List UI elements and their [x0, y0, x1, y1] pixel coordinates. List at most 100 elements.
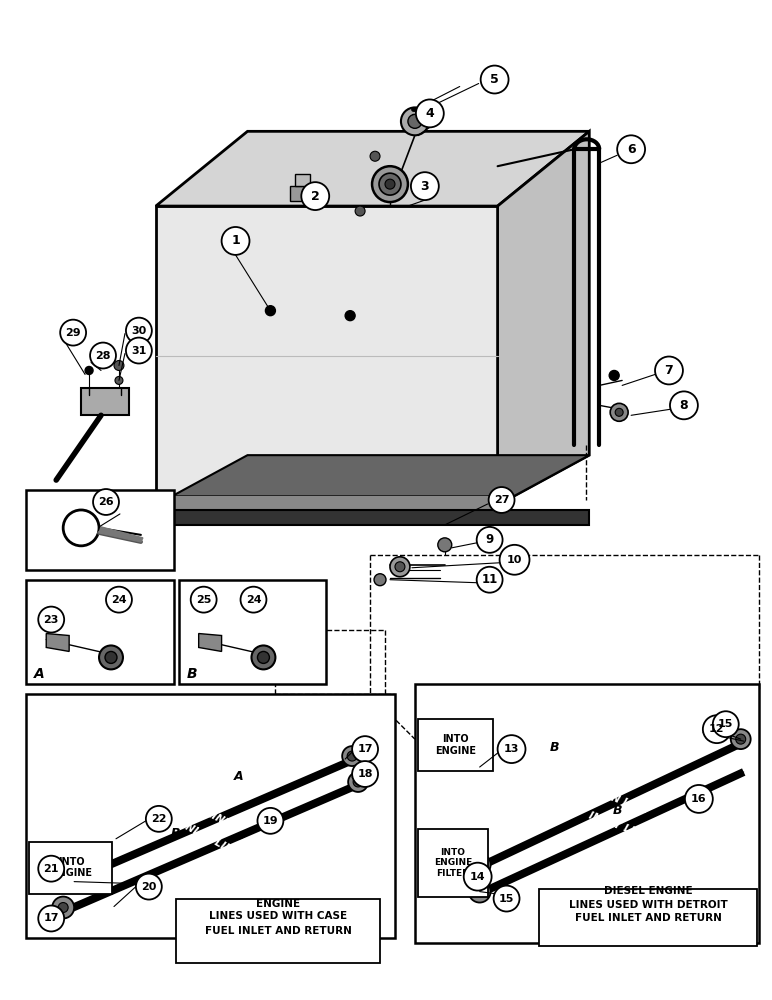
Text: LINES USED WITH CASE: LINES USED WITH CASE: [209, 911, 347, 921]
Circle shape: [379, 173, 401, 195]
Circle shape: [90, 343, 116, 368]
Text: A: A: [34, 667, 45, 681]
Circle shape: [146, 806, 172, 832]
Bar: [179, 580, 327, 684]
Circle shape: [372, 166, 408, 202]
Polygon shape: [498, 131, 589, 505]
Circle shape: [347, 751, 357, 761]
Circle shape: [475, 887, 485, 897]
Text: 17: 17: [357, 744, 373, 754]
Polygon shape: [156, 455, 589, 505]
Circle shape: [481, 66, 509, 93]
Polygon shape: [151, 510, 589, 525]
Text: DIESEL ENGINE: DIESEL ENGINE: [604, 886, 692, 896]
Text: INTO
ENGINE
FILTER: INTO ENGINE FILTER: [434, 848, 472, 878]
Circle shape: [39, 856, 64, 882]
Text: INTO
ENGINE: INTO ENGINE: [51, 857, 92, 878]
Text: LINES USED WITH DETROIT: LINES USED WITH DETROIT: [569, 900, 727, 910]
Circle shape: [670, 391, 698, 419]
Circle shape: [610, 403, 628, 421]
Text: FUEL INLET AND RETURN: FUEL INLET AND RETURN: [574, 913, 722, 923]
Circle shape: [258, 808, 283, 834]
Circle shape: [52, 897, 74, 918]
Circle shape: [736, 734, 746, 744]
Text: ENGINE: ENGINE: [256, 899, 300, 909]
Circle shape: [241, 587, 266, 613]
Circle shape: [498, 735, 526, 763]
Circle shape: [464, 863, 492, 891]
Circle shape: [126, 318, 152, 344]
Text: 26: 26: [98, 497, 113, 507]
Circle shape: [385, 179, 395, 189]
Circle shape: [438, 538, 452, 552]
Circle shape: [469, 854, 491, 876]
Circle shape: [353, 777, 363, 787]
Text: INTO
ENGINE: INTO ENGINE: [435, 734, 476, 756]
Text: 21: 21: [43, 864, 59, 874]
Text: B: B: [612, 804, 622, 817]
Text: 15: 15: [499, 894, 514, 904]
Text: 9: 9: [486, 533, 494, 546]
Circle shape: [252, 645, 276, 669]
Text: 16: 16: [691, 794, 706, 804]
Circle shape: [85, 366, 93, 374]
Circle shape: [105, 651, 117, 663]
Bar: [29, 842, 112, 894]
Bar: [418, 829, 488, 897]
Text: 5: 5: [490, 73, 499, 86]
Polygon shape: [296, 174, 310, 186]
Circle shape: [348, 772, 368, 792]
Polygon shape: [290, 186, 315, 201]
Circle shape: [401, 107, 428, 135]
Circle shape: [355, 206, 365, 216]
Circle shape: [352, 736, 378, 762]
Text: 4: 4: [425, 107, 434, 120]
Circle shape: [39, 906, 64, 931]
Circle shape: [655, 357, 683, 384]
Text: 6: 6: [627, 143, 635, 156]
Text: 31: 31: [131, 346, 147, 356]
Text: 3: 3: [421, 180, 429, 193]
Text: RETURN LINE: RETURN LINE: [159, 784, 232, 829]
Circle shape: [126, 338, 152, 363]
Text: 14: 14: [470, 872, 486, 882]
Text: 13: 13: [504, 744, 520, 754]
Circle shape: [390, 557, 410, 577]
Circle shape: [115, 376, 123, 384]
Circle shape: [258, 651, 269, 663]
Polygon shape: [156, 495, 498, 510]
Circle shape: [106, 587, 132, 613]
Polygon shape: [46, 634, 69, 651]
Circle shape: [52, 871, 74, 893]
Text: 18: 18: [357, 769, 373, 779]
Circle shape: [222, 227, 249, 255]
Circle shape: [713, 711, 739, 737]
Bar: [415, 684, 759, 943]
Text: INLET LINE: INLET LINE: [587, 810, 651, 841]
Text: B: B: [186, 667, 197, 681]
Circle shape: [416, 99, 444, 127]
Text: RETURN LINE: RETURN LINE: [574, 779, 649, 815]
Text: 24: 24: [111, 595, 127, 605]
Circle shape: [408, 114, 422, 128]
Text: 30: 30: [131, 326, 147, 336]
Text: 29: 29: [66, 328, 81, 338]
Bar: [26, 694, 395, 938]
Circle shape: [395, 562, 405, 572]
Polygon shape: [478, 739, 746, 870]
Circle shape: [617, 135, 645, 163]
Text: B: B: [550, 741, 559, 754]
Bar: [26, 580, 174, 684]
Text: 8: 8: [679, 399, 688, 412]
Circle shape: [475, 860, 485, 870]
Bar: [540, 889, 757, 946]
Circle shape: [58, 903, 68, 913]
Text: 20: 20: [141, 882, 157, 892]
Circle shape: [476, 567, 503, 593]
Circle shape: [352, 761, 378, 787]
Circle shape: [476, 527, 503, 553]
Polygon shape: [65, 782, 357, 914]
Polygon shape: [99, 527, 143, 542]
Polygon shape: [478, 768, 746, 897]
Circle shape: [493, 886, 520, 912]
